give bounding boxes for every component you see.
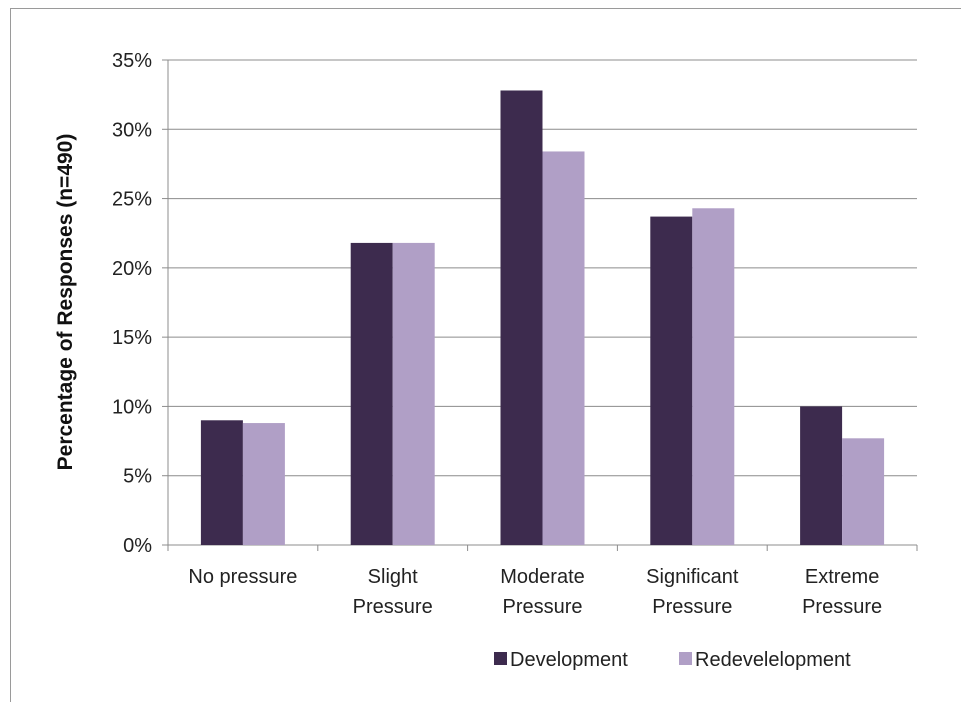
y-tick-label: 30%	[112, 119, 152, 141]
bar-redevelelopment	[542, 151, 585, 545]
y-tick-label: 15%	[112, 327, 152, 349]
bar-redevelelopment	[692, 208, 735, 545]
bar-redevelelopment	[242, 423, 285, 545]
x-category-label: No pressure	[188, 566, 297, 588]
y-tick-label: 0%	[123, 535, 152, 557]
y-tick-label: 20%	[112, 258, 152, 280]
bar-development	[500, 90, 543, 545]
bar-development	[200, 420, 243, 545]
y-tick-label: 35%	[112, 50, 152, 72]
bar-development	[800, 406, 843, 545]
y-tick-label: 25%	[112, 189, 152, 211]
bar-redevelelopment	[842, 438, 885, 545]
y-axis-label: Percentage of Responses (n=490)	[54, 134, 77, 471]
y-tick-label: 5%	[123, 466, 152, 488]
x-category-label: Moderate Pressure	[500, 566, 585, 618]
legend-swatch	[679, 652, 692, 665]
x-category-label: Significant Pressure	[646, 566, 739, 618]
bar-development	[650, 216, 693, 546]
x-category-label: Slight Pressure	[353, 566, 433, 618]
x-category-label: Extreme Pressure	[802, 566, 882, 618]
bar-development	[350, 242, 393, 545]
legend-swatch	[494, 652, 507, 665]
legend-label: Development	[510, 649, 628, 671]
legend-label: Redevelelopment	[695, 649, 851, 671]
bar-redevelelopment	[392, 242, 435, 545]
y-tick-label: 10%	[112, 396, 152, 418]
